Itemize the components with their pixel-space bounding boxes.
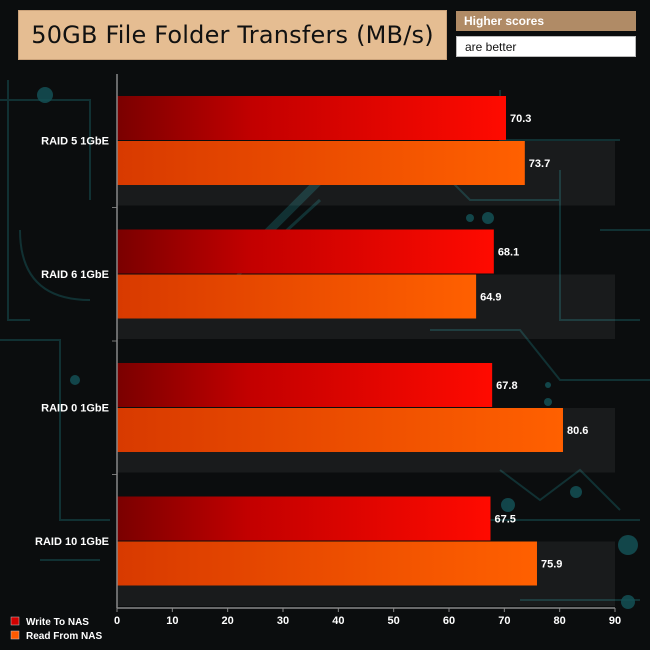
bar-read [117,541,537,586]
x-tick-label: 40 [332,615,344,627]
legend-label: Write To NAS [26,617,89,628]
bar-write [117,96,506,140]
bar-read [117,141,525,185]
x-tick-label: 80 [554,615,566,627]
x-tick-label: 70 [498,615,510,627]
data-label: 80.6 [567,425,588,437]
data-label: 67.5 [495,514,516,526]
note-are-better: are better [456,36,636,57]
x-tick-label: 10 [166,615,178,627]
data-label: 64.9 [480,292,501,304]
data-label: 73.7 [529,158,550,170]
data-label: 68.1 [498,247,519,259]
x-tick-label: 30 [277,615,289,627]
data-label: 75.9 [541,559,562,571]
bar-write [117,363,493,407]
category-label: RAID 0 1GbE [41,403,109,415]
x-tick-label: 90 [609,615,621,627]
category-label: RAID 5 1GbE [41,136,109,148]
category-label: RAID 10 1GbE [35,536,109,548]
bar-write [117,229,494,274]
x-tick-label: 20 [222,615,234,627]
legend-swatch [10,616,20,626]
bar-read [117,408,563,452]
category-label: RAID 6 1GbE [41,269,109,281]
legend-label: Read From NAS [26,631,102,642]
note-higher-scores: Higher scores [456,11,636,31]
data-label: 70.3 [510,113,531,125]
legend-swatch [10,630,20,640]
x-tick-label: 60 [443,615,455,627]
bar-write [117,496,491,541]
x-tick-label: 50 [388,615,400,627]
x-tick-label: 0 [114,615,120,627]
chart-title-box: 50GB File Folder Transfers (MB/s) [18,10,447,60]
chart-title: 50GB File Folder Transfers (MB/s) [31,21,434,49]
data-label: 67.8 [496,380,517,392]
bar-read [117,274,477,319]
